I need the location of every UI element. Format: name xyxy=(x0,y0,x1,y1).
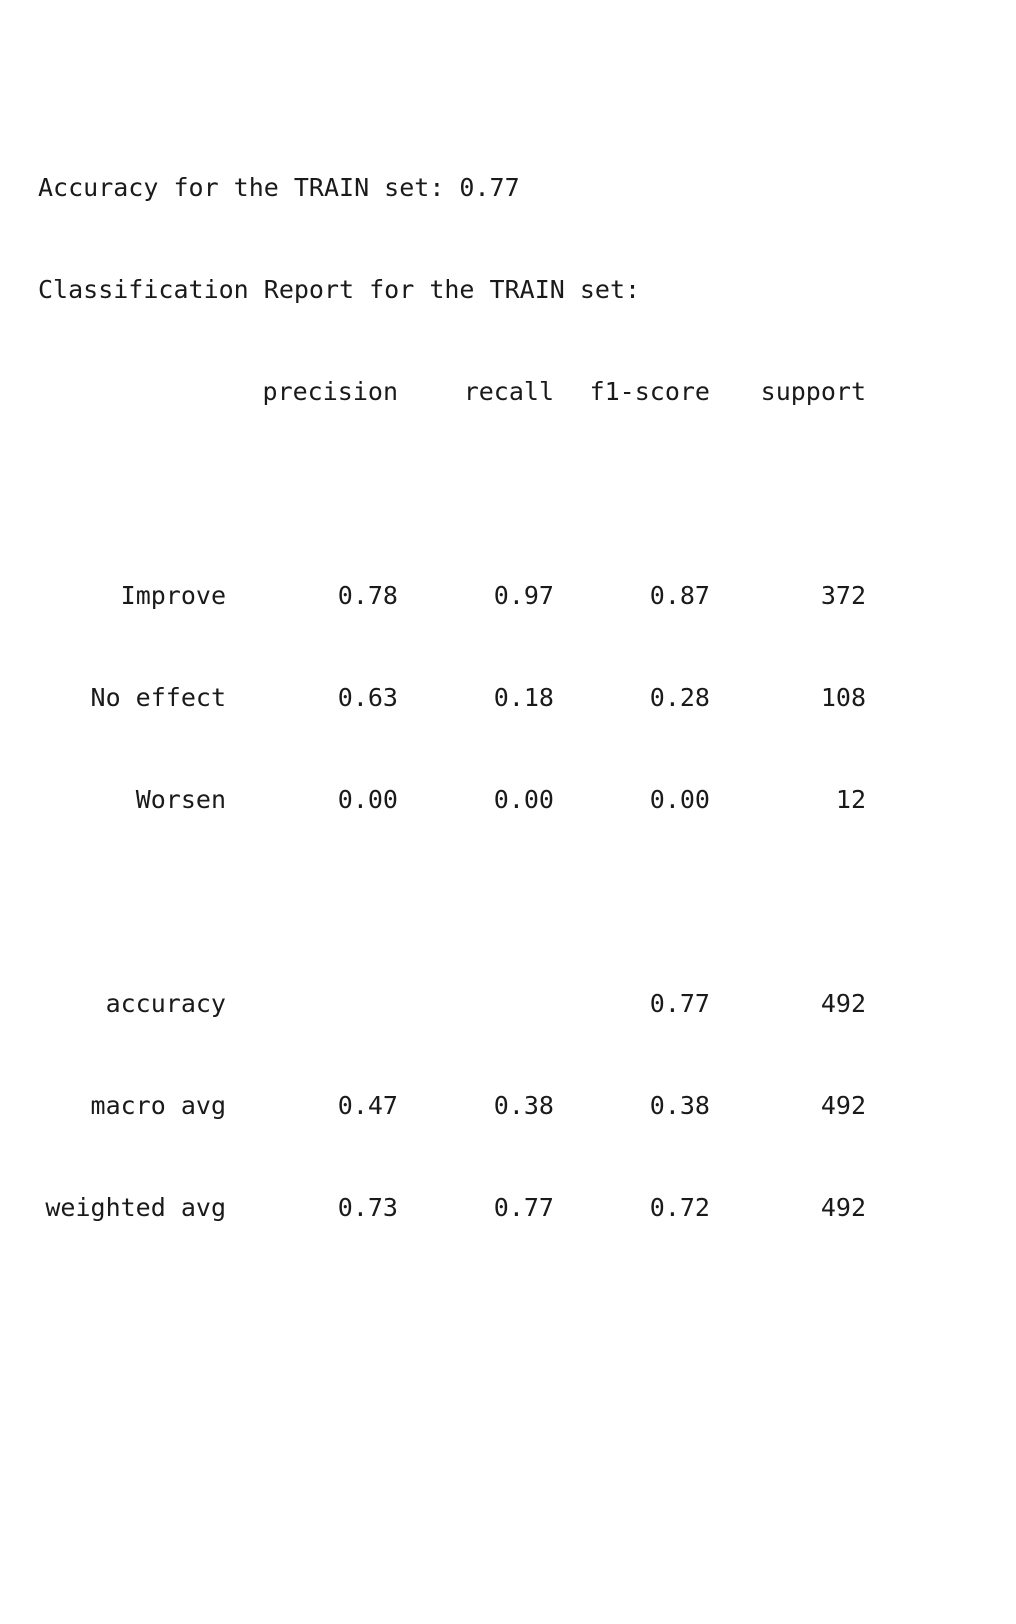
header-precision: precision xyxy=(262,377,398,406)
recall-cell: 0.97 xyxy=(493,581,554,610)
f1-cell: 0.28 xyxy=(649,683,710,712)
support-cell: 108 xyxy=(820,683,866,712)
train-report: Accuracy for the TRAIN set: 0.77 Classif… xyxy=(38,103,866,1293)
precision-cell: 0.78 xyxy=(337,581,398,610)
row-label: macro avg xyxy=(90,1091,226,1120)
precision-cell: 0.73 xyxy=(337,1193,398,1222)
table-row: macro avg 0.47 0.38 0.38 492 xyxy=(38,1089,866,1123)
recall-cell: 0.77 xyxy=(493,1193,554,1222)
f1-cell: 0.87 xyxy=(649,581,710,610)
train-accuracy-line: Accuracy for the TRAIN set: 0.77 xyxy=(38,173,520,202)
train-header-row: precision recall f1-score support xyxy=(38,375,866,409)
table-row: No effect 0.63 0.18 0.28 108 xyxy=(38,681,866,715)
precision-cell: 0.63 xyxy=(337,683,398,712)
table-row: weighted avg 0.73 0.77 0.72 492 xyxy=(38,1191,866,1225)
header-f1-score: f1-score xyxy=(589,377,710,406)
row-label: accuracy xyxy=(105,989,226,1018)
support-cell: 372 xyxy=(820,581,866,610)
table-row: Improve 0.78 0.97 0.87 372 xyxy=(38,579,866,613)
header-support: support xyxy=(760,377,866,406)
f1-cell: 0.77 xyxy=(649,989,710,1018)
recall-cell: 0.38 xyxy=(493,1091,554,1120)
f1-cell: 0.38 xyxy=(649,1091,710,1120)
support-cell: 492 xyxy=(820,989,866,1018)
f1-cell: 0.00 xyxy=(649,785,710,814)
row-label: Improve xyxy=(120,581,226,610)
support-cell: 492 xyxy=(820,1091,866,1120)
blank-line xyxy=(38,477,866,511)
recall-cell: 0.18 xyxy=(493,683,554,712)
test-report: Accuracy for the TEST set: 0.75 Classifi… xyxy=(38,1565,866,1624)
recall-cell: 0.00 xyxy=(493,785,554,814)
train-report-title: Classification Report for the TRAIN set: xyxy=(38,275,641,304)
precision-cell: 0.00 xyxy=(337,785,398,814)
row-label: No effect xyxy=(90,683,226,712)
precision-cell: 0.47 xyxy=(337,1091,398,1120)
blank-line xyxy=(38,885,866,919)
header-recall: recall xyxy=(463,377,554,406)
row-label: weighted avg xyxy=(45,1193,226,1222)
row-label: Worsen xyxy=(135,785,226,814)
blank-line xyxy=(38,1395,866,1429)
table-row: accuracy 0.77 492 xyxy=(38,987,866,1021)
support-cell: 12 xyxy=(835,785,866,814)
table-row: Worsen 0.00 0.00 0.00 12 xyxy=(38,783,866,817)
f1-cell: 0.72 xyxy=(649,1193,710,1222)
support-cell: 492 xyxy=(820,1193,866,1222)
notebook-output: Accuracy for the TRAIN set: 0.77 Classif… xyxy=(38,1,866,1624)
